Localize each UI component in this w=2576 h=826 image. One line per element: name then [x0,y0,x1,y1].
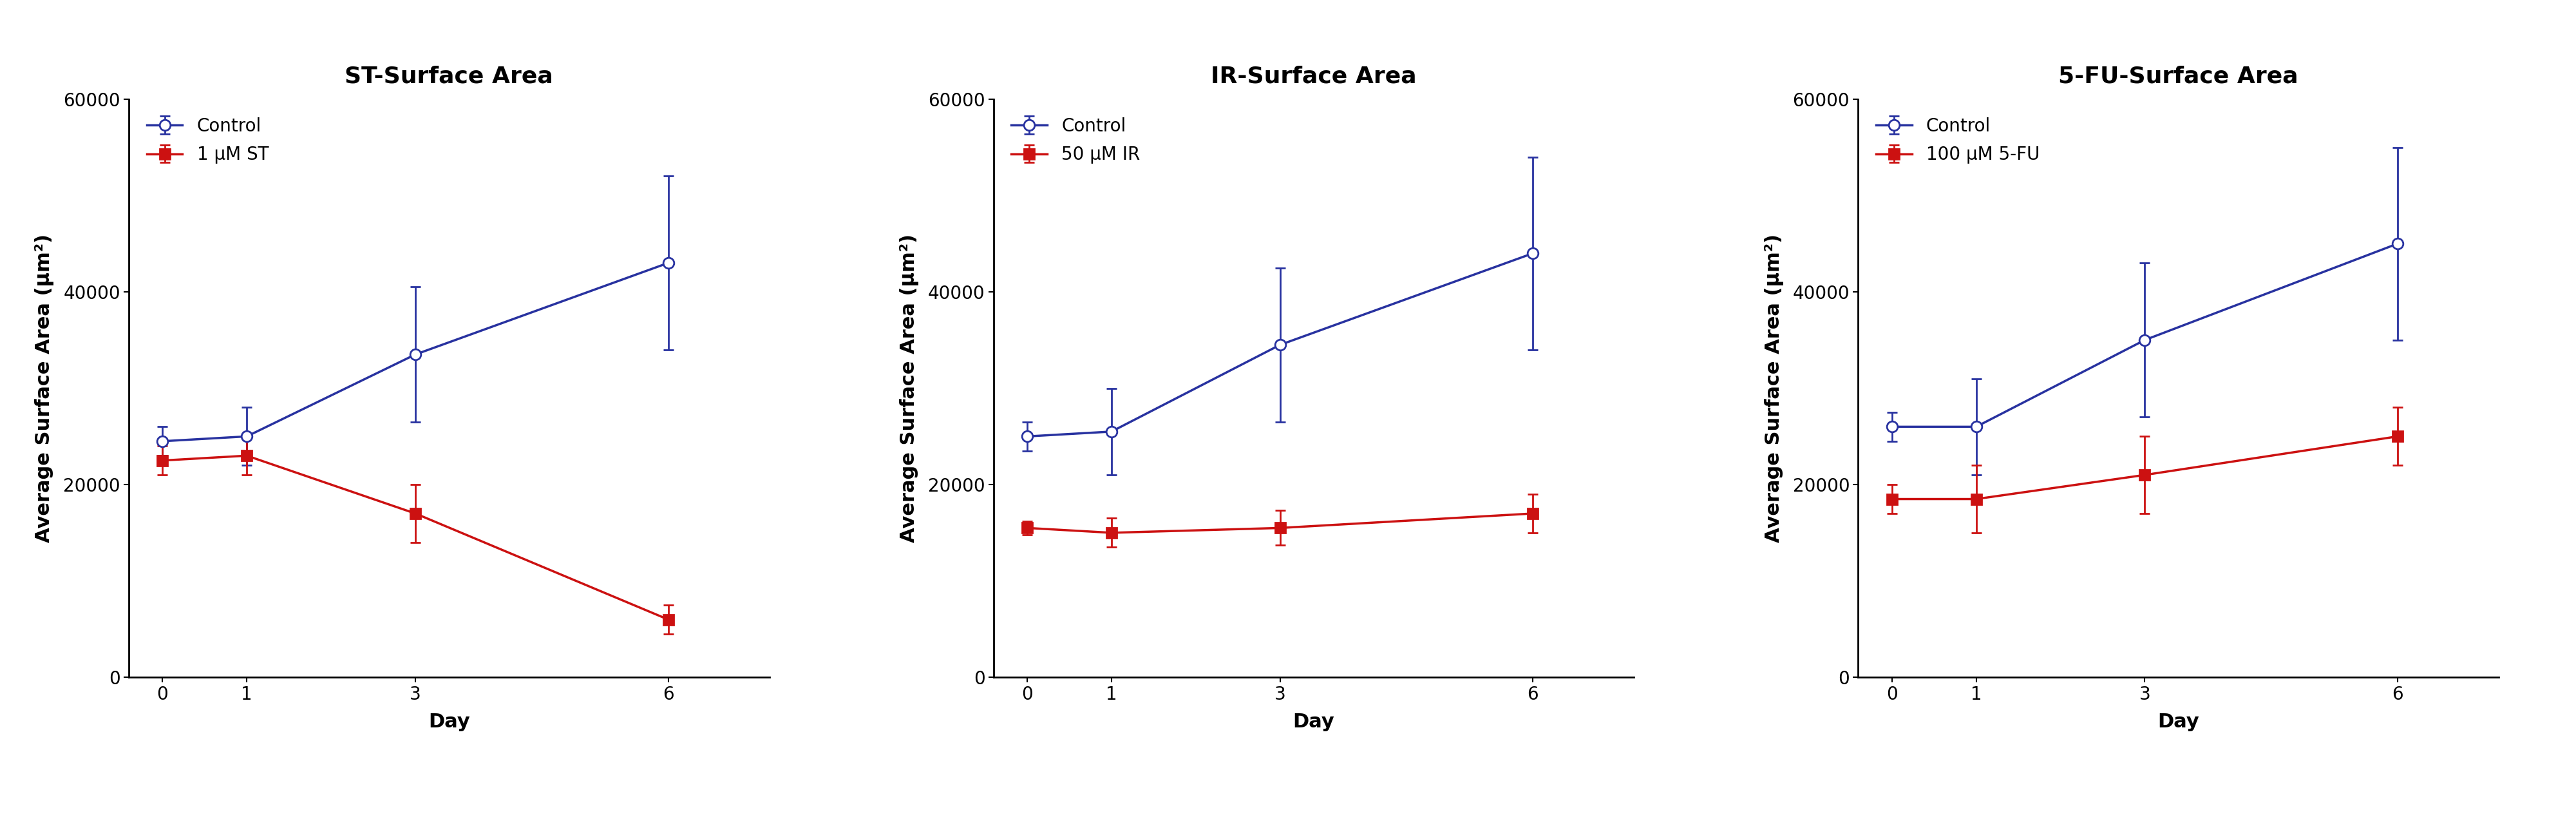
Y-axis label: Average Surface Area (μm²): Average Surface Area (μm²) [899,234,920,543]
Legend: Control, 50 μM IR: Control, 50 μM IR [1002,108,1149,173]
Y-axis label: Average Surface Area (μm²): Average Surface Area (μm²) [1765,234,1783,543]
Title: IR-Surface Area: IR-Surface Area [1211,65,1417,88]
Y-axis label: Average Surface Area (μm²): Average Surface Area (μm²) [36,234,54,543]
Title: ST-Surface Area: ST-Surface Area [345,65,554,88]
Title: 5-FU-Surface Area: 5-FU-Surface Area [2058,65,2298,88]
X-axis label: Day: Day [1293,713,1334,732]
Legend: Control, 100 μM 5-FU: Control, 100 μM 5-FU [1868,108,2048,173]
X-axis label: Day: Day [428,713,469,732]
Legend: Control, 1 μM ST: Control, 1 μM ST [137,108,278,173]
X-axis label: Day: Day [2159,713,2200,732]
